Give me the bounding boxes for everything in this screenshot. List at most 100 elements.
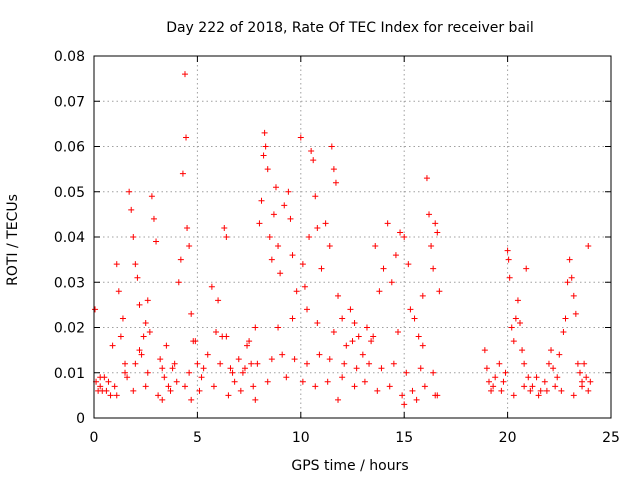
data-point bbox=[330, 166, 337, 173]
data-point bbox=[502, 369, 509, 376]
data-point bbox=[215, 297, 222, 304]
data-point bbox=[353, 365, 360, 372]
data-point bbox=[229, 369, 236, 376]
chart-title: Day 222 of 2018, Rate Of TEC Index for r… bbox=[166, 20, 534, 36]
data-point bbox=[505, 256, 512, 263]
data-point bbox=[175, 279, 182, 286]
data-point bbox=[543, 387, 550, 394]
data-point bbox=[570, 392, 577, 399]
data-point bbox=[299, 261, 306, 268]
data-point bbox=[227, 365, 234, 372]
data-point bbox=[585, 387, 592, 394]
data-point bbox=[341, 360, 348, 367]
y-tick-label: 0.02 bbox=[54, 321, 85, 337]
data-point bbox=[289, 252, 296, 259]
data-point bbox=[186, 369, 193, 376]
data-point bbox=[270, 211, 277, 218]
data-point bbox=[97, 374, 104, 381]
data-point bbox=[583, 374, 590, 381]
points-layer bbox=[92, 71, 594, 408]
data-point bbox=[200, 365, 207, 372]
data-point bbox=[148, 193, 155, 200]
data-point bbox=[92, 306, 99, 313]
data-point bbox=[128, 206, 135, 213]
data-point bbox=[386, 383, 393, 390]
data-point bbox=[335, 396, 342, 403]
data-point bbox=[318, 265, 325, 272]
data-point bbox=[171, 360, 178, 367]
data-point bbox=[368, 338, 375, 345]
data-point bbox=[550, 365, 557, 372]
data-point bbox=[308, 148, 315, 155]
data-point bbox=[510, 338, 517, 345]
data-point bbox=[428, 243, 435, 250]
data-point bbox=[97, 383, 104, 390]
data-point bbox=[374, 387, 381, 394]
data-point bbox=[132, 360, 139, 367]
data-point bbox=[188, 310, 195, 317]
data-point bbox=[521, 383, 528, 390]
data-point bbox=[150, 215, 157, 222]
data-point bbox=[430, 265, 437, 272]
data-point bbox=[134, 274, 141, 281]
data-point bbox=[324, 378, 331, 385]
data-point bbox=[272, 184, 279, 191]
data-point bbox=[322, 220, 329, 227]
x-tick-label: 0 bbox=[90, 430, 99, 446]
data-point bbox=[198, 374, 205, 381]
data-point bbox=[519, 347, 526, 354]
data-point bbox=[235, 356, 242, 363]
data-point bbox=[397, 229, 404, 236]
data-point bbox=[411, 315, 418, 322]
data-point bbox=[246, 338, 253, 345]
y-tick-label: 0.04 bbox=[54, 230, 85, 246]
data-point bbox=[552, 383, 559, 390]
data-point bbox=[285, 188, 292, 195]
data-point bbox=[244, 342, 251, 349]
data-point bbox=[496, 360, 503, 367]
data-point bbox=[421, 383, 428, 390]
x-axis-label: GPS time / hours bbox=[291, 458, 408, 474]
data-point bbox=[401, 234, 408, 240]
data-point bbox=[297, 134, 304, 141]
data-point bbox=[124, 374, 131, 381]
data-point bbox=[188, 396, 195, 403]
data-point bbox=[283, 374, 290, 381]
data-point bbox=[405, 261, 412, 268]
y-tick-label: 0.07 bbox=[54, 94, 85, 110]
data-point bbox=[293, 288, 300, 295]
data-point bbox=[163, 342, 170, 349]
data-point bbox=[409, 387, 416, 394]
data-point bbox=[142, 319, 149, 326]
data-point bbox=[254, 360, 261, 367]
data-point bbox=[514, 297, 521, 304]
data-point bbox=[252, 324, 259, 331]
data-point bbox=[351, 383, 358, 390]
data-point bbox=[179, 170, 186, 177]
data-point bbox=[107, 392, 114, 399]
data-point bbox=[384, 220, 391, 227]
data-point bbox=[326, 356, 333, 363]
data-point bbox=[132, 261, 139, 268]
data-point bbox=[258, 197, 265, 204]
data-point bbox=[492, 374, 499, 381]
x-tick-label: 15 bbox=[395, 430, 413, 446]
data-point bbox=[436, 288, 443, 295]
data-point bbox=[256, 220, 263, 227]
data-point bbox=[556, 351, 563, 358]
data-point bbox=[177, 256, 184, 263]
data-point bbox=[332, 179, 339, 186]
data-point bbox=[481, 347, 488, 354]
y-tick-label: 0.01 bbox=[54, 366, 85, 382]
data-point bbox=[299, 378, 306, 385]
data-point bbox=[390, 360, 397, 367]
data-point bbox=[326, 243, 333, 250]
data-point bbox=[512, 315, 519, 322]
data-point bbox=[419, 292, 426, 299]
data-point bbox=[314, 319, 321, 326]
data-point bbox=[361, 378, 368, 385]
data-point bbox=[241, 365, 248, 372]
data-point bbox=[417, 365, 424, 372]
data-point bbox=[355, 333, 362, 340]
data-point bbox=[161, 374, 168, 381]
